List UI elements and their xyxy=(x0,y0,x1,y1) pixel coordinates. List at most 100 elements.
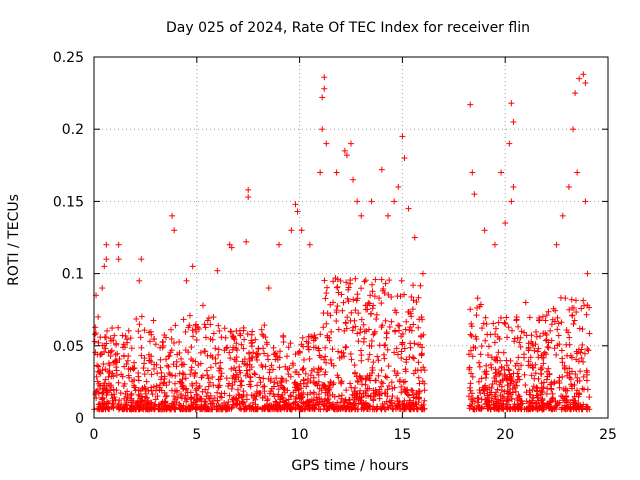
plot-frame xyxy=(93,56,609,419)
data-point xyxy=(370,331,377,338)
data-point xyxy=(205,406,212,413)
data-point xyxy=(93,373,100,380)
data-point xyxy=(323,320,330,327)
data-point xyxy=(259,363,266,370)
data-point xyxy=(338,353,345,360)
data-point xyxy=(206,379,213,386)
data-point xyxy=(421,405,428,412)
data-point xyxy=(172,396,179,403)
data-point xyxy=(138,256,145,263)
data-point xyxy=(209,354,216,361)
data-point xyxy=(232,367,239,374)
data-point xyxy=(111,391,118,398)
data-point xyxy=(285,396,292,403)
data-point xyxy=(510,118,517,125)
data-point xyxy=(321,356,328,363)
data-point xyxy=(351,400,358,407)
data-point xyxy=(131,359,138,366)
data-point xyxy=(210,314,217,321)
data-point xyxy=(509,327,516,334)
data-point xyxy=(185,324,192,331)
data-points xyxy=(91,71,593,413)
data-point xyxy=(410,321,417,328)
data-point xyxy=(468,396,475,403)
x-tick-label: 25 xyxy=(599,427,617,443)
data-point xyxy=(209,374,216,381)
data-point xyxy=(518,328,525,335)
data-point xyxy=(170,393,177,400)
data-point xyxy=(537,333,544,340)
data-point xyxy=(346,399,353,406)
data-point xyxy=(264,341,271,348)
data-point xyxy=(362,381,369,388)
data-point xyxy=(401,291,408,298)
data-point xyxy=(240,345,247,352)
data-point xyxy=(410,282,417,289)
data-point xyxy=(217,376,224,383)
data-point xyxy=(272,349,279,356)
data-point xyxy=(228,328,235,335)
data-point xyxy=(379,400,386,407)
data-point xyxy=(363,328,370,335)
data-point xyxy=(151,401,158,408)
data-point xyxy=(326,399,333,406)
data-point xyxy=(252,336,259,343)
data-point xyxy=(278,405,285,412)
data-point xyxy=(350,176,357,183)
data-point xyxy=(161,331,168,338)
data-point xyxy=(322,353,329,360)
data-point xyxy=(229,382,236,389)
data-point xyxy=(294,401,301,408)
data-point xyxy=(292,201,299,208)
data-point xyxy=(471,191,478,198)
data-point xyxy=(411,355,418,362)
data-point xyxy=(401,155,408,162)
data-point xyxy=(255,345,262,352)
data-point xyxy=(544,385,551,392)
data-point xyxy=(123,336,130,343)
data-point xyxy=(360,406,367,413)
data-point xyxy=(369,305,376,312)
data-point xyxy=(393,372,400,379)
data-point xyxy=(517,343,524,350)
data-point xyxy=(221,347,228,354)
data-point xyxy=(362,277,369,284)
data-point xyxy=(409,306,416,313)
data-point xyxy=(210,382,217,389)
data-point xyxy=(538,371,545,378)
data-point xyxy=(571,317,578,324)
data-point xyxy=(212,345,219,352)
data-point xyxy=(172,322,179,329)
data-point xyxy=(481,227,488,234)
data-point xyxy=(248,340,255,347)
data-point xyxy=(394,395,401,402)
data-point xyxy=(578,355,585,362)
data-point xyxy=(467,306,474,313)
data-point xyxy=(142,386,149,393)
data-point xyxy=(500,406,507,413)
data-point xyxy=(368,337,375,344)
data-point xyxy=(188,401,195,408)
data-point xyxy=(321,85,328,92)
data-point xyxy=(261,322,268,329)
data-point xyxy=(407,397,414,404)
data-point xyxy=(350,401,357,408)
data-point xyxy=(543,336,550,343)
data-point xyxy=(521,329,528,336)
data-point xyxy=(188,364,195,371)
data-point xyxy=(351,317,358,324)
data-point xyxy=(495,319,502,326)
data-point xyxy=(160,380,167,387)
data-point xyxy=(178,391,185,398)
data-point xyxy=(521,371,528,378)
data-point xyxy=(151,336,158,343)
data-point xyxy=(576,391,583,398)
data-point xyxy=(486,402,493,409)
data-point xyxy=(140,365,147,372)
data-point xyxy=(119,344,126,351)
data-point xyxy=(113,367,120,374)
data-point xyxy=(570,126,577,133)
data-point xyxy=(468,370,475,377)
data-point xyxy=(581,350,588,357)
data-point xyxy=(528,405,535,412)
